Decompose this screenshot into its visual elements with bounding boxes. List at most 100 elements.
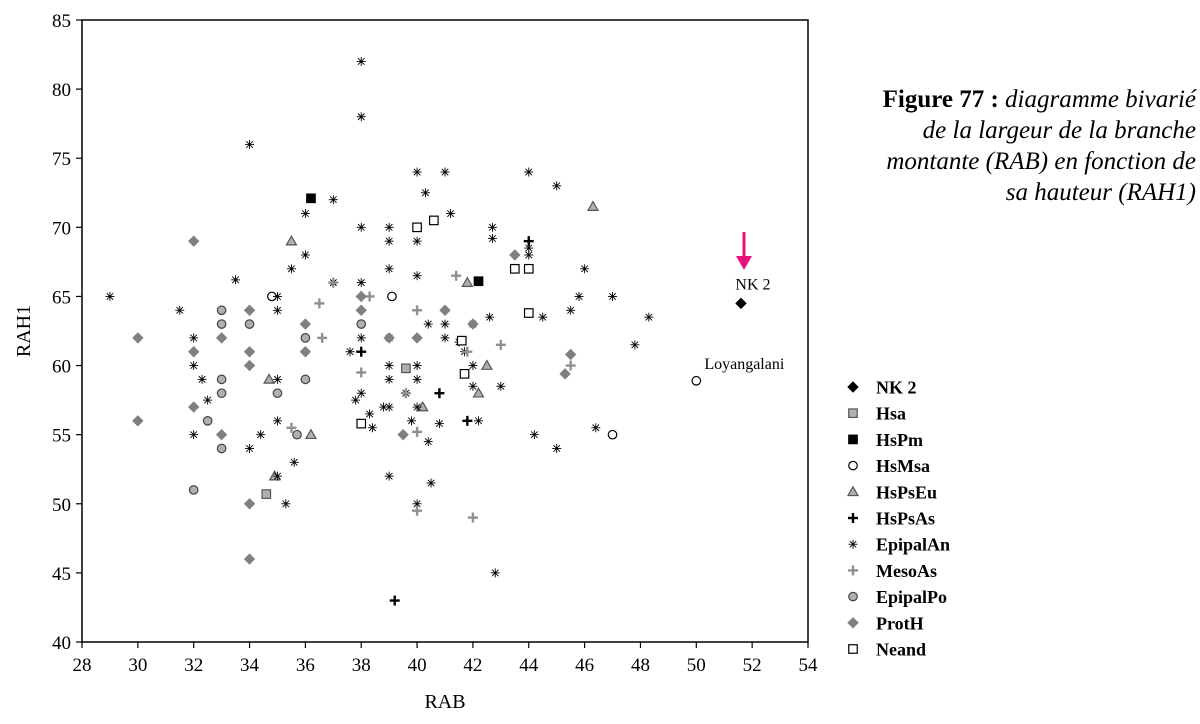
point-epipalan [574,291,584,301]
arrow-head-icon [736,256,752,270]
point-hsa [401,363,411,374]
legend-label-mesoas: MesoAs [876,561,937,581]
point-nk-2 [735,297,747,310]
point-epipalan [524,243,534,253]
x-tick-label: 32 [184,655,203,676]
point-epipalan [245,139,255,149]
legend-label-hsa: Hsa [876,404,906,424]
point-epipalan [474,416,484,426]
legend-label-epipalpo: EpipalPo [876,587,947,607]
point-proth [383,332,395,344]
point-epipalan [105,291,115,301]
point-epipalan [197,374,207,384]
point-epipalan [580,264,590,274]
legend-marker-mesoas [848,565,858,576]
point-hspseu [304,428,318,440]
legend-label-neand: Neand [876,640,926,660]
legend-label-nk-2: NK 2 [876,378,917,398]
y-tick-label: 85 [52,11,71,32]
point-mesoas [328,277,339,288]
point-epipalpo [272,388,283,399]
point-epipalan [356,56,366,66]
point-epipalpo [244,319,255,329]
x-axis-title: RAB [424,691,465,713]
y-tick-label: 40 [52,633,71,654]
point-epipalan [434,419,444,429]
point-epipalan [300,250,310,260]
y-axis-title: RAH1 [13,305,35,357]
point-proth [564,348,577,361]
point-hspseu [586,200,600,211]
point-proth [397,428,409,441]
point-epipalan [289,457,299,467]
point-hsa [261,489,272,499]
legend-marker-nk-2 [847,381,859,393]
point-epipalan [440,167,450,177]
point-neand [523,308,534,318]
point-mesoas [462,346,473,357]
point-epipalan [566,305,576,315]
point-epipalan [384,222,394,232]
point-hspsas [434,388,445,399]
x-tick-label: 44 [519,655,539,676]
legend-label-hsmsa: HsMsa [876,456,930,476]
point-epipalan [328,195,338,205]
point-epipalpo [300,333,311,343]
point-epipalan [487,233,497,243]
point-epipalan [367,423,377,433]
legend-marker-epipalpo [848,591,858,602]
point-epipalan [203,395,213,405]
point-epipalan [356,388,366,398]
point-epipalan [591,423,601,433]
data-points [105,56,747,606]
point-hsmsa [691,375,702,386]
point-proth [215,332,228,344]
point-neand [412,222,422,233]
x-tick-label: 46 [575,655,594,676]
point-epipalan [412,236,422,246]
point-proth [187,346,200,358]
point-epipalan [189,361,199,371]
point-epipalan [485,312,495,322]
point-proth [243,553,256,565]
point-epipalpo [202,415,213,426]
point-epipalan [538,312,548,322]
point-proth [355,290,367,303]
point-proth [243,359,256,372]
point-mesoas [565,360,576,371]
point-epipalan [351,395,361,405]
point-epipalan [524,250,534,260]
point-epipalan [245,443,255,453]
y-tick-label: 65 [52,287,71,308]
point-epipalan [384,374,394,384]
point-proth [439,304,451,316]
point-epipalan [446,209,456,219]
point-epipalpo [216,388,227,399]
point-mesoas [412,505,423,516]
point-epipalan [524,167,534,177]
point-epipalan [300,209,310,219]
point-mesoas [400,388,411,399]
figure-caption-text: diagramme bivarié de la largeur de la br… [886,86,1196,206]
legend-label-hspsas: HsPsAs [876,509,935,529]
y-tick-label: 60 [52,357,71,378]
point-proth [243,498,256,510]
plot-area-frame [81,19,809,643]
point-epipalpo [356,319,367,329]
point-epipalan [496,381,506,391]
x-tick-label: 30 [128,655,147,676]
y-tick-label: 75 [52,149,71,170]
point-epipalan [529,430,539,440]
point-hspseu [461,276,474,287]
point-epipalan [345,347,355,357]
point-neand [456,335,467,346]
point-hspm [306,193,316,204]
point-proth [243,346,256,358]
y-tick-label: 55 [52,426,71,447]
point-epipalan [189,430,199,440]
legend-label-epipalan: EpipalAn [876,535,950,555]
point-proth [299,318,312,330]
point-epipalan [231,275,241,285]
figure-caption: Figure 77 : diagramme bivarié de la larg… [880,84,1196,208]
point-proth [411,332,423,344]
